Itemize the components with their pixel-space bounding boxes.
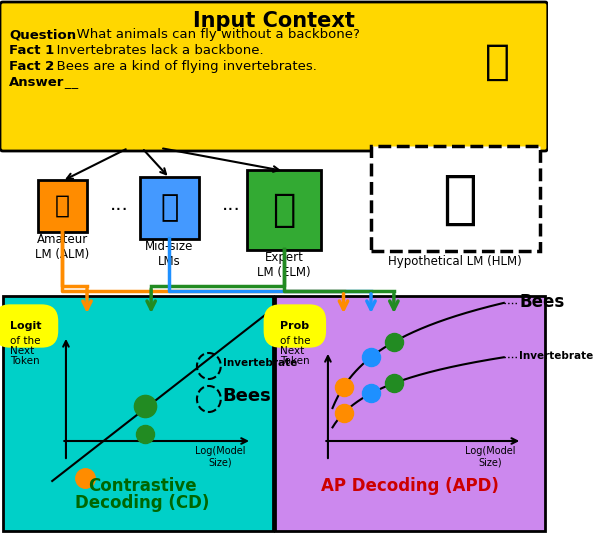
- Text: : What animals can fly without a backbone?: : What animals can fly without a backbon…: [68, 28, 359, 41]
- Text: AP Decoding (APD): AP Decoding (APD): [322, 477, 499, 495]
- Text: Logit: Logit: [10, 321, 42, 331]
- Text: Decoding (CD): Decoding (CD): [75, 494, 209, 512]
- Text: 🐑: 🐑: [160, 193, 179, 222]
- Text: Next: Next: [10, 346, 34, 356]
- Bar: [3, 296, 273, 531]
- FancyBboxPatch shape: [38, 180, 87, 232]
- Text: : Bees are a kind of flying invertebrates.: : Bees are a kind of flying invertebrate…: [48, 60, 316, 73]
- Text: Mid-size
LMs: Mid-size LMs: [145, 240, 194, 268]
- Text: Fact 1: Fact 1: [9, 44, 54, 57]
- Text: of the: of the: [280, 336, 311, 346]
- Text: Token: Token: [280, 356, 310, 366]
- Text: Prob: Prob: [280, 321, 309, 331]
- FancyBboxPatch shape: [140, 177, 199, 239]
- Text: Log(Model
Size): Log(Model Size): [465, 446, 515, 467]
- Text: : Invertebrates lack a backbone.: : Invertebrates lack a backbone.: [48, 44, 263, 57]
- Text: ...: ...: [109, 195, 129, 213]
- Text: Next: Next: [280, 346, 304, 356]
- Text: 🐝: 🐝: [485, 41, 510, 83]
- Text: Hypothetical LM (HLM): Hypothetical LM (HLM): [388, 255, 522, 268]
- Text: Expert
LM (ELM): Expert LM (ELM): [257, 251, 311, 279]
- Text: 🐘: 🐘: [272, 191, 295, 229]
- Text: 🕷: 🕷: [55, 194, 70, 218]
- Text: :  __: : __: [52, 76, 78, 89]
- Text: Contrastive: Contrastive: [88, 477, 196, 495]
- Text: Invertebrate: Invertebrate: [222, 358, 297, 368]
- Text: ...: ...: [221, 195, 240, 213]
- FancyBboxPatch shape: [0, 2, 548, 151]
- FancyBboxPatch shape: [248, 170, 321, 250]
- Text: Fact 2: Fact 2: [9, 60, 54, 73]
- Text: Amateur
LM (ALM): Amateur LM (ALM): [35, 233, 90, 261]
- Text: Log(Model
Size): Log(Model Size): [194, 446, 245, 467]
- Text: Bees: Bees: [520, 293, 565, 311]
- Text: of the: of the: [10, 336, 41, 346]
- Bar: [371, 146, 541, 251]
- Text: Input Context: Input Context: [193, 11, 355, 31]
- Text: Token: Token: [10, 356, 39, 366]
- Text: Question: Question: [9, 28, 77, 41]
- Text: Answer: Answer: [9, 76, 65, 89]
- Text: 🦖: 🦖: [443, 170, 477, 227]
- Text: Bees: Bees: [222, 387, 271, 405]
- Text: Invertebrate: Invertebrate: [520, 351, 594, 361]
- Bar: [275, 296, 545, 531]
